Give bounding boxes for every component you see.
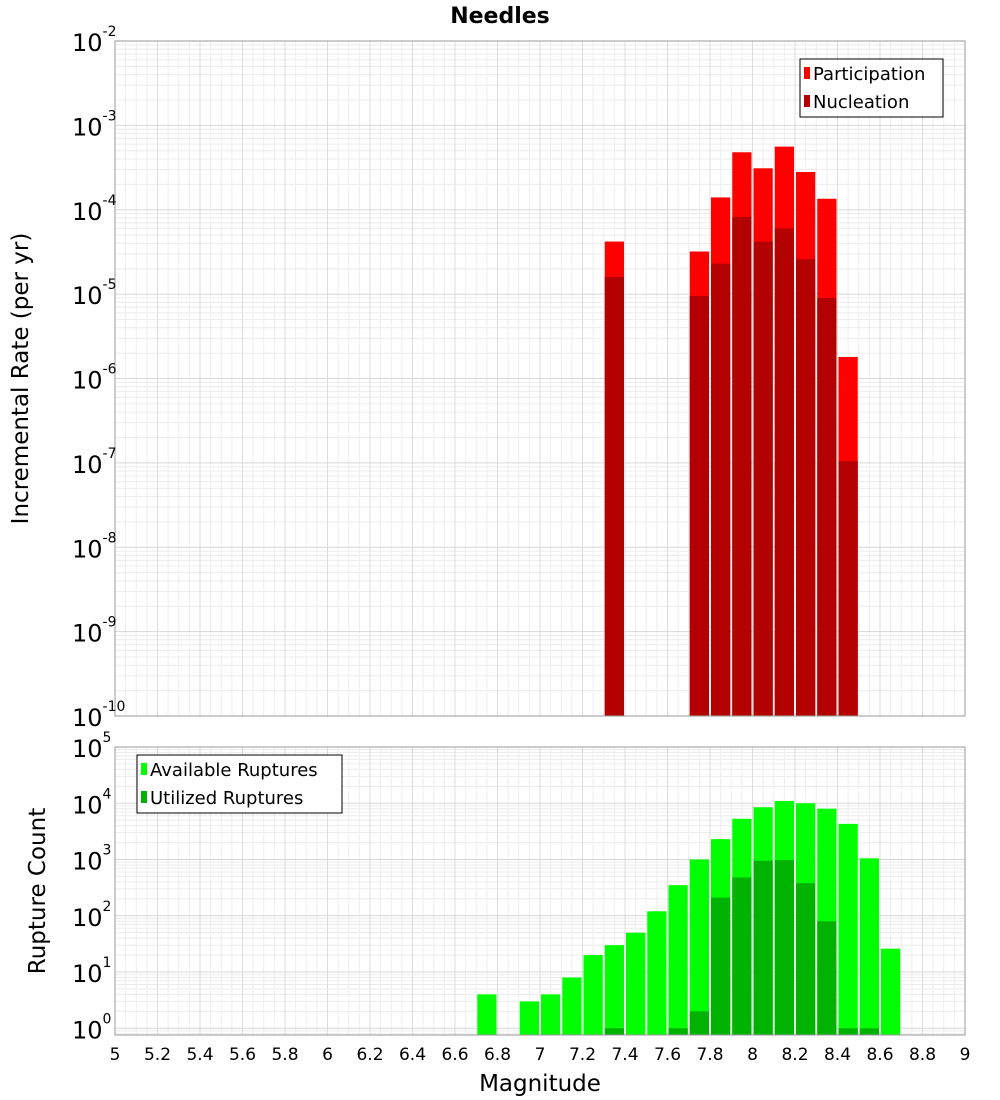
y-tick-label: 10-7 — [72, 446, 117, 479]
x-tick-label: 7.6 — [654, 1045, 681, 1065]
legend-label: Nucleation — [813, 92, 909, 113]
y-tick-label: 104 — [72, 786, 112, 819]
legend-box — [799, 58, 944, 118]
bar-available-ruptures-4 — [583, 955, 603, 1035]
bar-utilized-ruptures-1 — [668, 1028, 688, 1035]
legend-swatch — [804, 67, 810, 79]
y-tick-label: 102 — [72, 899, 111, 932]
y-axis-label: Rupture Count — [25, 808, 51, 974]
bar-utilized-ruptures-10 — [859, 1028, 879, 1035]
bar-available-ruptures-18 — [881, 948, 901, 1035]
y-tick-label: 105 — [72, 730, 111, 763]
plot-border — [114, 746, 966, 1036]
legend-label: Utilized Ruptures — [150, 788, 303, 809]
x-tick-label: 5.4 — [186, 1045, 213, 1065]
x-tick-label: 8.4 — [824, 1045, 851, 1065]
x-tick-label: 5.2 — [144, 1045, 171, 1065]
y-tick-label: 10-4 — [72, 193, 117, 226]
x-tick-label: 7.8 — [696, 1045, 723, 1065]
bar-utilized-ruptures-5 — [753, 860, 773, 1035]
x-tick-label: 6.6 — [441, 1045, 468, 1065]
legend-label: Available Ruptures — [150, 760, 318, 781]
x-tick-label: 5.6 — [229, 1045, 256, 1065]
y-tick-label: 103 — [72, 843, 111, 876]
y-tick-label: 10-8 — [72, 530, 117, 563]
legend: Available Ruptures Utilized Ruptures — [136, 754, 343, 814]
x-tick-label: 6.4 — [399, 1045, 426, 1065]
legend-swatch — [804, 95, 810, 107]
legend-swatch — [141, 791, 147, 803]
legend-swatch — [141, 763, 147, 775]
y-tick-label: 10-5 — [72, 277, 117, 310]
y-tick-label: 101 — [72, 955, 111, 988]
y-tick-label: 10-3 — [72, 108, 117, 141]
bar-utilized-ruptures-4 — [732, 877, 752, 1035]
legend-box — [136, 754, 343, 814]
bar-available-ruptures-1 — [519, 1001, 539, 1035]
legend: Participation Nucleation — [799, 58, 944, 118]
x-tick-label: 5.8 — [271, 1045, 298, 1065]
y-tick-label: 10-2 — [72, 24, 117, 57]
bar-utilized-ruptures-8 — [817, 921, 837, 1035]
bar-utilized-ruptures-9 — [838, 1028, 858, 1035]
bar-available-ruptures-6 — [626, 932, 646, 1035]
legend-label: Participation — [813, 64, 925, 85]
bar-available-ruptures-3 — [562, 977, 582, 1035]
x-tick-label: 9 — [960, 1045, 971, 1065]
bar-nucleation-7 — [817, 297, 837, 716]
y-tick-label: 100 — [72, 1011, 111, 1044]
bar-available-ruptures-9 — [689, 859, 709, 1035]
bar-nucleation-4 — [753, 241, 773, 717]
bar-nucleation-6 — [796, 259, 816, 716]
bar-nucleation-2 — [711, 263, 731, 716]
bar-nucleation-8 — [838, 461, 858, 716]
bar-nucleation-0 — [604, 276, 624, 716]
bar-utilized-ruptures-2 — [689, 1011, 709, 1035]
x-tick-label: 8.2 — [781, 1045, 808, 1065]
bar-nucleation-3 — [732, 217, 752, 716]
x-tick-label: 7.2 — [569, 1045, 596, 1065]
x-tick-label: 7 — [535, 1045, 546, 1065]
bar-available-ruptures-2 — [541, 994, 561, 1035]
bar-available-ruptures-5 — [604, 945, 624, 1035]
bar-utilized-ruptures-6 — [774, 859, 794, 1035]
bar-utilized-ruptures-3 — [711, 897, 731, 1035]
x-tick-label: 8.8 — [909, 1045, 936, 1065]
chart-title: Needles — [450, 4, 550, 29]
y-tick-label: 10-10 — [72, 699, 125, 732]
x-tick-label: 6.8 — [484, 1045, 511, 1065]
bar-available-ruptures-16 — [838, 823, 858, 1035]
bar-utilized-ruptures-0 — [604, 1028, 624, 1035]
x-tick-label: 6 — [322, 1045, 333, 1065]
x-tick-label: 8.6 — [866, 1045, 893, 1065]
bar-available-ruptures-0 — [477, 994, 497, 1035]
y-tick-label: 10-9 — [72, 615, 117, 648]
x-tick-label: 6.2 — [356, 1045, 383, 1065]
bar-nucleation-1 — [689, 296, 709, 716]
x-tick-label: 7.4 — [611, 1045, 638, 1065]
rate-panel: 10-2 10-3 10-4 10-5 10-6 10-7 10-8 10-9 10-10 Inc… — [8, 24, 966, 732]
x-tick-label: 8 — [747, 1045, 758, 1065]
x-tick-label: 5 — [110, 1045, 121, 1065]
bar-nucleation-5 — [774, 228, 794, 716]
bar-available-ruptures-7 — [647, 911, 667, 1035]
y-axis-label: Incremental Rate (per yr) — [8, 233, 34, 525]
bar-utilized-ruptures-7 — [796, 883, 816, 1035]
bar-available-ruptures-17 — [859, 858, 879, 1035]
plot-border — [114, 40, 966, 717]
bar-available-ruptures-8 — [668, 885, 688, 1035]
y-tick-label: 10-6 — [72, 362, 117, 395]
x-axis-label: Magnitude — [479, 1071, 601, 1097]
rupture-count-panel: 105 104 103 102 101 100 Rupture Count Available… — [25, 730, 970, 1065]
